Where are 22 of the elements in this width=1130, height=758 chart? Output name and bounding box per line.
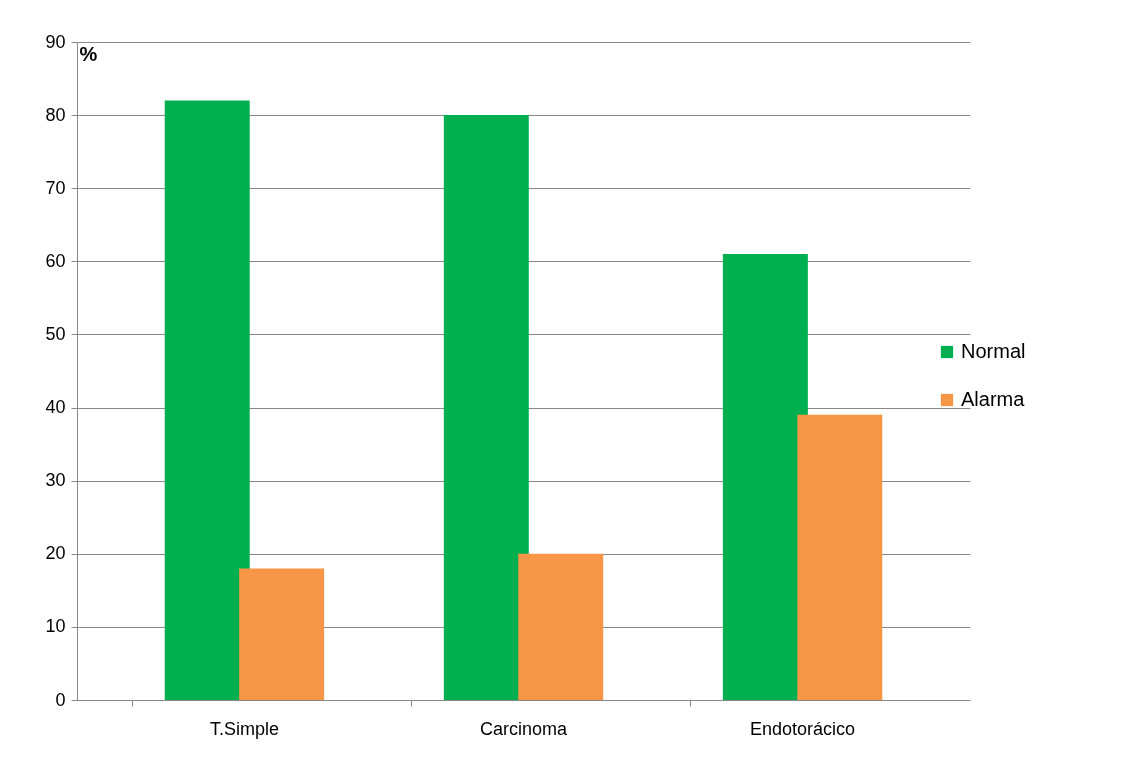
y-tick-label: 80	[45, 104, 66, 125]
bar	[797, 414, 883, 700]
bar	[518, 553, 604, 700]
y-tick-label: 40	[45, 397, 66, 418]
y-tick-label: 10	[45, 616, 66, 637]
bar	[722, 254, 808, 700]
y-tick-label: 70	[45, 177, 66, 198]
y-tick-label: 0	[55, 689, 66, 710]
legend-label: Alarma	[961, 388, 1026, 410]
y-tick-label: 50	[45, 323, 66, 344]
x-tick-label: Endotorácico	[750, 718, 856, 739]
x-tick-label: T.Simple	[209, 718, 279, 739]
x-tick-label: Carcinoma	[479, 718, 568, 739]
y-tick-label: 90	[45, 31, 66, 52]
bar	[443, 115, 529, 700]
y-tick-label: 60	[45, 250, 66, 271]
bar	[239, 568, 325, 700]
legend-label: Normal	[961, 340, 1026, 362]
y-tick-label: 30	[45, 470, 66, 491]
y-tick-label: 20	[45, 543, 66, 564]
bar	[164, 100, 250, 700]
y-axis-title: %	[79, 42, 98, 65]
